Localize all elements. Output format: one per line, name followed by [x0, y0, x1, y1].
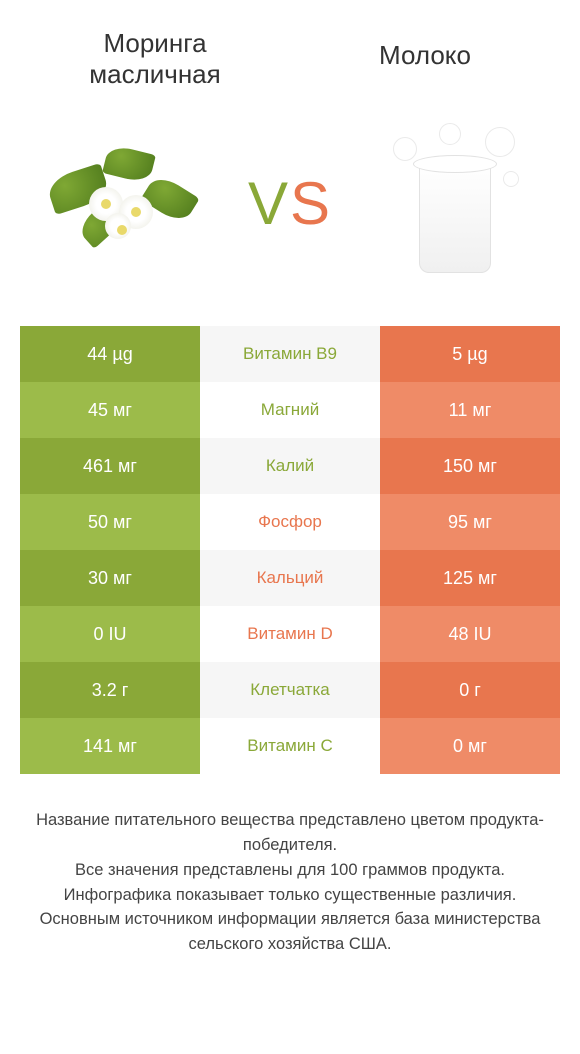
left-value: 50 мг — [20, 494, 200, 550]
footer-line-2: Все значения представлены для 100 граммо… — [22, 858, 558, 883]
table-row: 3.2 гКлетчатка0 г — [20, 662, 560, 718]
left-image — [40, 118, 210, 288]
nutrient-name: Витамин B9 — [200, 326, 380, 382]
nutrient-name: Калий — [200, 438, 380, 494]
table-row: 461 мгКалий150 мг — [20, 438, 560, 494]
footer-line-1: Название питательного вещества представл… — [22, 808, 558, 858]
right-value: 11 мг — [380, 382, 560, 438]
vs-s: S — [290, 170, 332, 237]
moringa-icon — [45, 143, 205, 263]
left-value: 44 µg — [20, 326, 200, 382]
right-value: 95 мг — [380, 494, 560, 550]
header: Моринга масличная Молоко — [0, 0, 580, 100]
right-value: 0 мг — [380, 718, 560, 774]
right-image — [370, 118, 540, 288]
right-value: 48 IU — [380, 606, 560, 662]
table-row: 141 мгВитамин C0 мг — [20, 718, 560, 774]
nutrient-name: Витамин C — [200, 718, 380, 774]
footer-line-3: Инфографика показывает только существенн… — [22, 883, 558, 908]
vs-label: VS — [248, 169, 332, 238]
table-row: 0 IUВитамин D48 IU — [20, 606, 560, 662]
table-row: 50 мгФосфор95 мг — [20, 494, 560, 550]
images-row: VS — [0, 100, 580, 326]
comparison-table: 44 µgВитамин B95 µg45 мгМагний11 мг461 м… — [20, 326, 560, 774]
right-value: 150 мг — [380, 438, 560, 494]
table-row: 30 мгКальций125 мг — [20, 550, 560, 606]
right-value: 0 г — [380, 662, 560, 718]
table-row: 45 мгМагний11 мг — [20, 382, 560, 438]
vs-v: V — [248, 170, 290, 237]
nutrient-name: Витамин D — [200, 606, 380, 662]
footer-notes: Название питательного вещества представл… — [0, 774, 580, 957]
nutrient-name: Кальций — [200, 550, 380, 606]
left-value: 30 мг — [20, 550, 200, 606]
left-value: 45 мг — [20, 382, 200, 438]
left-value: 141 мг — [20, 718, 200, 774]
left-value: 3.2 г — [20, 662, 200, 718]
left-value: 0 IU — [20, 606, 200, 662]
table-row: 44 µgВитамин B95 µg — [20, 326, 560, 382]
milk-icon — [385, 123, 525, 283]
nutrient-name: Магний — [200, 382, 380, 438]
left-value: 461 мг — [20, 438, 200, 494]
right-value: 5 µg — [380, 326, 560, 382]
footer-line-4: Основным источником информации является … — [22, 907, 558, 957]
right-value: 125 мг — [380, 550, 560, 606]
nutrient-name: Фосфор — [200, 494, 380, 550]
nutrient-name: Клетчатка — [200, 662, 380, 718]
title-right: Молоко — [310, 28, 540, 71]
title-left: Моринга масличная — [40, 28, 270, 90]
